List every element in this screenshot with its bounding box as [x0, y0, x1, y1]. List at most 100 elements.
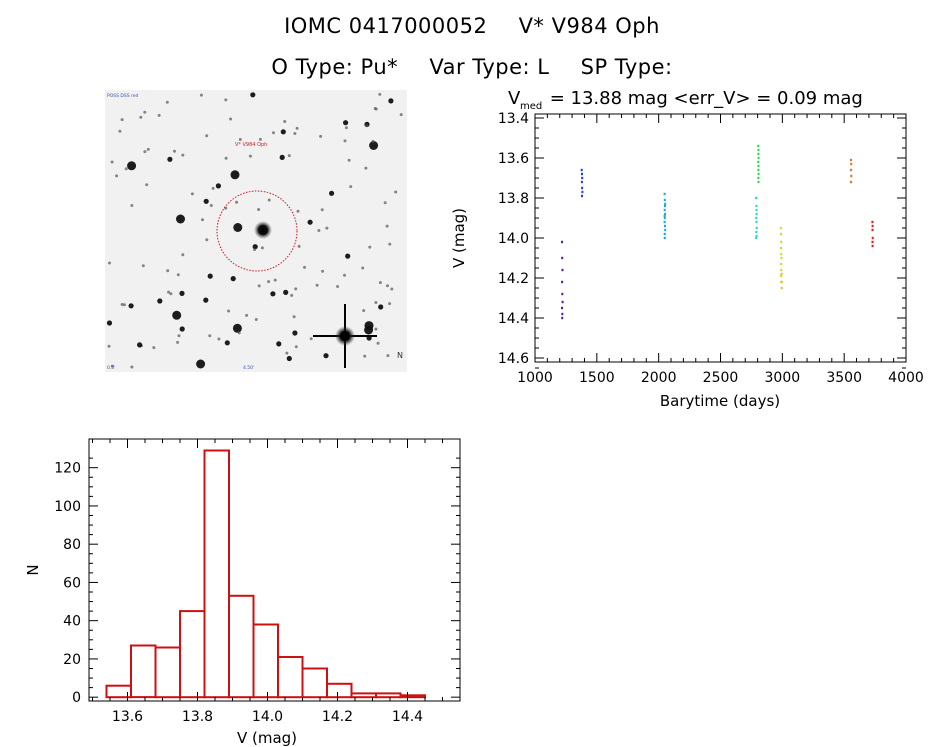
- lc-ytick-label: 13.6: [498, 151, 529, 167]
- sky-star: [137, 342, 143, 348]
- lc-point: [664, 202, 667, 206]
- hist-bar: [277, 656, 304, 699]
- histogram-chart: 13.6 13.8 14.0 14.2 14.4 0 20 40 60 80 100 120 V (m…: [24, 438, 461, 747]
- sky-star: [141, 264, 145, 268]
- lc-point: [581, 176, 584, 180]
- lightcurve-chart: V med = 13.88 mag <err_V> = 0.09 mag 100…: [450, 88, 924, 410]
- lc-point: [561, 316, 564, 320]
- sky-scale-label: 4.50': [243, 365, 254, 371]
- lc-point: [871, 220, 874, 224]
- lc-point: [663, 198, 666, 202]
- hist-ylabel: N: [24, 564, 42, 575]
- hist-bar: [154, 646, 181, 699]
- lc-point: [780, 246, 782, 250]
- sky-star: [157, 298, 163, 304]
- hist-bar: [179, 610, 206, 699]
- sky-star: [115, 174, 119, 178]
- sky-star: [319, 134, 323, 138]
- lc-xtick-label: 2500: [703, 370, 739, 386]
- sky-star: [394, 190, 398, 194]
- sky-star: [364, 321, 374, 331]
- sky-star: [343, 120, 349, 126]
- sky-star: [232, 323, 242, 333]
- sky-star: [201, 218, 204, 222]
- sky-star: [205, 238, 209, 242]
- sky-star: [317, 229, 321, 232]
- sky-star: [190, 192, 194, 196]
- sky-star: [107, 344, 111, 348]
- sky-star: [209, 204, 213, 207]
- sky-star: [167, 156, 173, 162]
- sky-star: [172, 310, 182, 320]
- sky-star: [106, 320, 113, 326]
- lc-ytick-label: 14.2: [498, 271, 529, 287]
- o-type: O Type: Pu*: [271, 55, 399, 79]
- lc-point: [755, 204, 758, 208]
- north-label: N: [397, 351, 403, 360]
- lc-point: [755, 220, 758, 224]
- lc-point: [871, 224, 874, 228]
- lc-point: [757, 160, 760, 164]
- sky-star: [345, 253, 351, 259]
- sky-star: [199, 93, 203, 97]
- sky-star: [378, 281, 382, 285]
- lc-ytick-label: 13.4: [498, 111, 529, 127]
- hist-bar: [375, 692, 402, 699]
- hist-xtick-label: 14.2: [322, 709, 353, 725]
- sky-star: [374, 327, 378, 331]
- sky-star: [279, 154, 285, 160]
- lc-point: [779, 226, 782, 230]
- lc-point: [780, 262, 783, 266]
- sky-star: [303, 265, 306, 269]
- sky-star: [343, 139, 347, 143]
- sky-star: [283, 289, 289, 295]
- target-circle: [216, 190, 298, 272]
- sky-star: [179, 326, 185, 332]
- lc-xtick-label: 1500: [579, 370, 615, 386]
- lc-point: [663, 214, 666, 218]
- sky-star: [118, 129, 122, 133]
- sky-star: [267, 280, 271, 284]
- sky-star: [373, 107, 377, 110]
- bright-star: [313, 304, 377, 368]
- sky-star: [120, 303, 124, 306]
- sky-star: [176, 273, 180, 277]
- lc-point: [561, 306, 563, 310]
- sky-star: [296, 209, 300, 213]
- lc-point: [755, 216, 758, 220]
- hist-ytick-label: 40: [63, 614, 81, 630]
- sky-star: [205, 134, 209, 138]
- lc-point: [780, 272, 783, 276]
- lc-point: [757, 164, 760, 168]
- sky-star: [363, 354, 367, 358]
- lc-point: [561, 256, 564, 260]
- sky-star: [260, 246, 264, 250]
- lc-ylabel: V (mag): [450, 208, 468, 268]
- hist-ytick-label: 0: [72, 690, 81, 706]
- lc-point: [871, 236, 874, 240]
- lc-title-v: V: [508, 88, 521, 109]
- lc-point: [664, 228, 667, 232]
- sky-star: [250, 92, 256, 98]
- sky-star: [252, 244, 258, 250]
- lc-point: [664, 224, 666, 228]
- sky-star: [166, 269, 170, 273]
- lc-point: [664, 204, 666, 208]
- sky-star: [285, 351, 289, 355]
- lc-axes: 1000 1500 2000 2500 3000 3500 4000 13.4 13.6 13.8…: [498, 111, 924, 386]
- lc-point: [850, 158, 852, 162]
- sky-star: [286, 355, 292, 362]
- lc-xtick-label: 1000: [517, 370, 553, 386]
- sky-star: [122, 303, 126, 307]
- hist-bar: [130, 644, 157, 699]
- sky-star: [336, 285, 340, 288]
- lc-ytick-label: 14.4: [498, 311, 529, 327]
- lc-point: [581, 172, 583, 176]
- lc-point: [755, 196, 758, 200]
- sky-star: [165, 100, 169, 104]
- lc-point: [755, 236, 758, 240]
- sky-star: [293, 132, 297, 135]
- sky-star: [120, 118, 124, 122]
- sky-image: V* V984 Oph POSS DSS red 0.5' 4.50' N: [105, 90, 407, 372]
- sky-star: [110, 364, 114, 368]
